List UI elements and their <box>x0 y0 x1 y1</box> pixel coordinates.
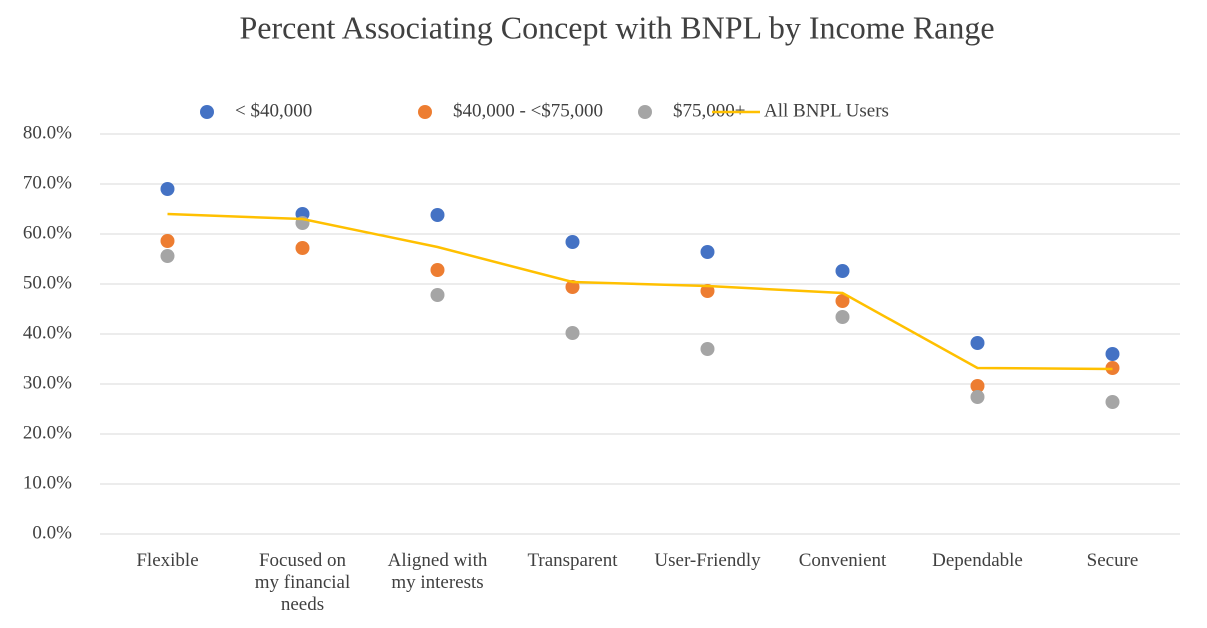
x-tick-label: Convenient <box>799 550 887 571</box>
data-point <box>970 379 985 393</box>
data-point <box>835 310 850 324</box>
data-point <box>565 235 580 249</box>
series-line <box>167 212 1113 371</box>
data-point <box>835 294 850 308</box>
data-point <box>430 208 445 222</box>
chart-title: Percent Associating Concept with BNPL by… <box>239 9 994 45</box>
x-tick-label: User-Friendly <box>654 550 761 571</box>
data-point <box>565 280 580 294</box>
data-point <box>430 288 445 302</box>
x-tick-label: Flexible <box>136 550 198 571</box>
data-point <box>160 234 175 248</box>
legend-label: < $40,000 <box>235 100 312 121</box>
y-tick-label: 0.0% <box>32 522 72 543</box>
data-point <box>970 390 985 404</box>
data-point <box>160 182 175 196</box>
y-tick-label: 70.0% <box>23 172 72 193</box>
legend-label: $75,000+ <box>673 100 745 121</box>
x-tick-label: Transparent <box>527 550 618 571</box>
legend-swatch <box>638 105 652 119</box>
legend-label: All BNPL Users <box>764 100 889 121</box>
y-tick-label: 40.0% <box>23 322 72 343</box>
y-tick-label: 80.0% <box>23 122 72 143</box>
data-point <box>700 284 715 298</box>
legend-swatch <box>200 105 214 119</box>
x-tick-label: Secure <box>1087 550 1139 571</box>
legend-swatch <box>418 105 432 119</box>
y-tick-label: 60.0% <box>23 222 72 243</box>
x-tick-label: Aligned with my interests <box>388 550 488 593</box>
data-point <box>295 241 310 255</box>
legend-label: $40,000 - <$75,000 <box>453 100 603 121</box>
y-tick-label: 50.0% <box>23 272 72 293</box>
data-point <box>160 249 175 263</box>
data-point <box>835 264 850 278</box>
y-tick-label: 10.0% <box>23 472 72 493</box>
data-point <box>1105 347 1120 361</box>
data-point <box>565 326 580 340</box>
x-tick-label: Focused on my financial needs <box>255 550 351 615</box>
y-tick-label: 20.0% <box>23 422 72 443</box>
data-point <box>1105 395 1120 409</box>
y-tick-label: 30.0% <box>23 372 72 393</box>
data-point <box>700 245 715 259</box>
data-point <box>700 342 715 356</box>
data-point <box>970 336 985 350</box>
x-tick-label: Dependable <box>932 550 1023 571</box>
data-point <box>430 263 445 277</box>
